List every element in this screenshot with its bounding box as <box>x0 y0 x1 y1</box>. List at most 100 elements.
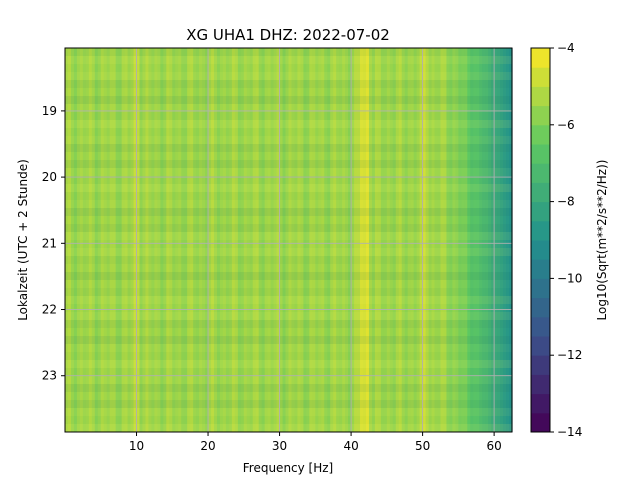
heatmap-column <box>178 48 182 432</box>
heatmap-time-band <box>65 80 512 88</box>
heatmap-column <box>395 48 400 432</box>
heatmap-time-band <box>65 56 512 64</box>
heatmap-column <box>324 48 328 432</box>
heatmap-column <box>348 48 352 432</box>
heatmap-column <box>205 48 209 432</box>
heatmap-column <box>208 48 212 432</box>
heatmap-time-band <box>65 424 512 432</box>
heatmap-column <box>398 48 403 432</box>
heatmap-column <box>258 48 263 432</box>
heatmap-column <box>401 48 406 432</box>
heatmap-column <box>315 48 319 432</box>
grid-lines <box>65 48 512 432</box>
heatmap-time-band <box>65 240 512 248</box>
heatmap-column <box>246 48 251 432</box>
colorbar-band <box>531 163 550 183</box>
x-tick-label: 60 <box>486 439 501 453</box>
heatmap-column <box>184 48 188 432</box>
heatmap-column <box>154 48 158 432</box>
heatmap-column <box>443 48 448 432</box>
heatmap-column <box>211 48 215 432</box>
heatmap-column <box>193 48 197 432</box>
heatmap-time-band <box>65 296 512 304</box>
heatmap-time-band <box>65 280 512 288</box>
heatmap-time-band <box>65 368 512 376</box>
heatmap-column <box>282 48 287 432</box>
heatmap-time-band <box>65 352 512 360</box>
colorbar-band <box>531 259 550 279</box>
heatmap-time-band <box>65 48 512 56</box>
heatmap-column <box>392 48 397 432</box>
colorbar-tick-label: −14 <box>557 425 582 439</box>
colorbar-band <box>531 412 550 433</box>
heatmap-column <box>112 48 117 432</box>
heatmap-column <box>255 48 260 432</box>
heatmap-column <box>422 48 427 432</box>
heatmap-column <box>410 48 415 432</box>
heatmap-time-band <box>65 320 512 328</box>
heatmap-column <box>166 48 170 432</box>
colorbar-band <box>531 105 550 126</box>
heatmap-time-band <box>65 256 512 264</box>
heatmap-column <box>160 48 164 432</box>
colorbar-bands <box>531 48 550 433</box>
heatmap-time-band <box>65 360 512 368</box>
heatmap-column <box>222 48 227 432</box>
heatmap <box>65 48 513 432</box>
heatmap-time-band <box>65 136 512 144</box>
heatmap-column <box>240 48 245 432</box>
heatmap-time-band <box>65 160 512 168</box>
heatmap-column <box>380 48 385 432</box>
heatmap-column <box>157 48 161 432</box>
heatmap-time-band <box>65 376 512 384</box>
heatmap-column <box>404 48 409 432</box>
heatmap-column <box>67 48 72 432</box>
heatmap-column <box>467 48 471 432</box>
y-tick-label: 23 <box>42 369 57 383</box>
heatmap-column <box>252 48 257 432</box>
x-tick-label: 50 <box>415 439 430 453</box>
heatmap-column <box>127 48 132 432</box>
colorbar-band <box>531 240 550 260</box>
heatmap-column <box>151 48 155 432</box>
colorbar-band <box>531 86 550 107</box>
heatmap-column <box>416 48 421 432</box>
heatmap-column <box>458 48 462 432</box>
colorbar-band <box>531 336 550 356</box>
heatmap-column <box>175 48 179 432</box>
heatmap-column <box>136 48 141 432</box>
y-axis-label: Lokalzeit (UTC + 2 Stunde) <box>16 159 30 321</box>
heatmap-time-band <box>65 344 512 352</box>
colorbar-band <box>531 144 550 164</box>
heatmap-column <box>360 48 364 432</box>
heatmap-column <box>133 48 138 432</box>
heatmap-column <box>163 48 167 432</box>
heatmap-column <box>482 48 486 432</box>
heatmap-column <box>297 48 302 432</box>
heatmap-column <box>485 48 489 432</box>
heatmap-column <box>425 48 430 432</box>
colorbar: −4 −6 −8 −10 −12 −14 Log10(Sqrt(m**2/s**2/Hz)… <box>530 41 609 439</box>
heatmap-column <box>261 48 266 432</box>
heatmap-time-band <box>65 384 512 392</box>
heatmap-column <box>333 48 337 432</box>
heatmap-column <box>225 48 230 432</box>
heatmap-column <box>121 48 126 432</box>
heatmap-column <box>196 48 200 432</box>
heatmap-column <box>476 48 480 432</box>
x-tick-label: 20 <box>200 439 215 453</box>
heatmap-column <box>267 48 272 432</box>
heatmap-column <box>82 48 87 432</box>
heatmap-column <box>139 48 144 432</box>
heatmap-column <box>312 48 316 432</box>
heatmap-column <box>288 48 293 432</box>
heatmap-column <box>228 48 233 432</box>
x-axis-label: Frequency [Hz] <box>243 461 334 475</box>
heatmap-time-band <box>65 152 512 160</box>
heatmap-column <box>339 48 343 432</box>
heatmap-column <box>455 48 459 432</box>
heatmap-column <box>428 48 433 432</box>
heatmap-column <box>497 48 501 432</box>
heatmap-column <box>479 48 483 432</box>
heatmap-column <box>488 48 492 432</box>
